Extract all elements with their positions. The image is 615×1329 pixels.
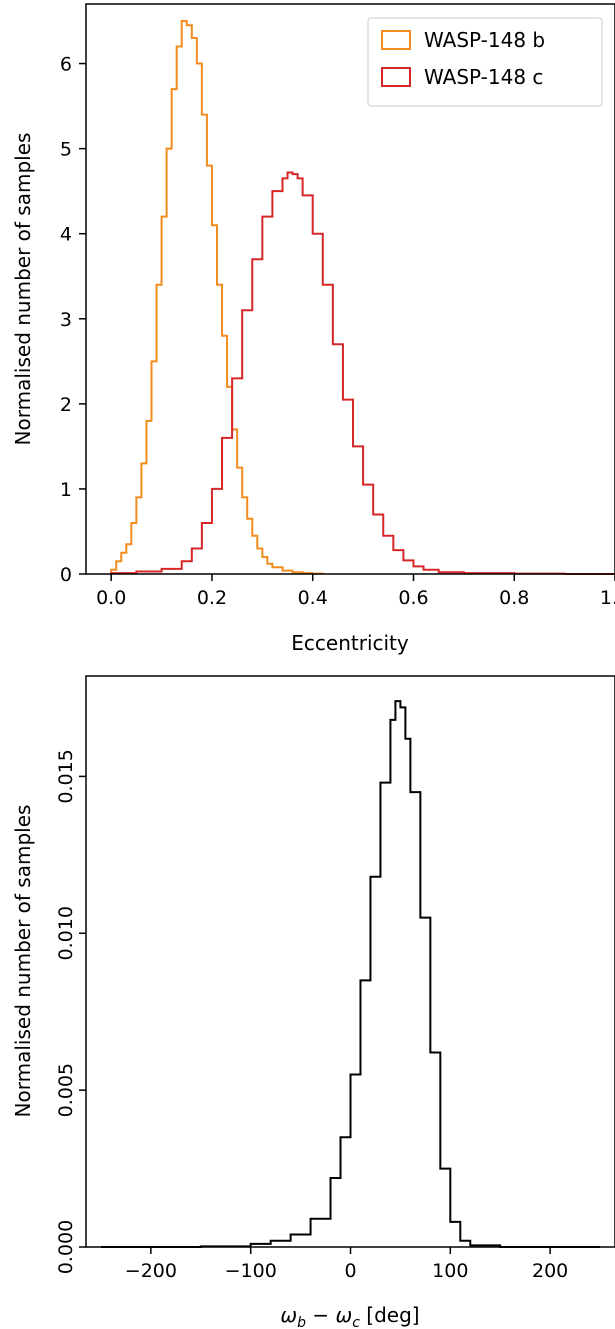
y-tick-label: 1	[60, 479, 72, 501]
y-tick-label: 0	[60, 564, 72, 586]
legend-swatch-wasp-148-c	[381, 67, 411, 87]
x-tick-label: 0	[344, 1260, 356, 1282]
eccentricity-y-axis-label: Normalised number of samples	[11, 133, 35, 446]
x-tick-label: 100	[432, 1260, 468, 1282]
legend: WASP-148 b WASP-148 c	[367, 17, 603, 107]
omega-y-axis-label: Normalised number of samples	[11, 805, 35, 1118]
x-tick-label: 0.2	[197, 587, 227, 609]
y-tick-label: 5	[60, 139, 72, 161]
y-tick-label: 0.010	[55, 906, 77, 960]
y-tick-label: 3	[60, 309, 72, 331]
legend-label-wasp-148-c: WASP-148 c	[424, 65, 543, 89]
y-tick-label: 0.015	[55, 749, 77, 803]
histogram-series-0-1	[110, 171, 615, 575]
legend-label-wasp-148-b: WASP-148 b	[424, 28, 545, 52]
x-tick-label: −100	[225, 1260, 277, 1282]
x-tick-label: 0.0	[96, 587, 126, 609]
x-tick-label: 0.8	[499, 587, 529, 609]
x-tick-label: 0.6	[398, 587, 428, 609]
x-tick-label: −200	[125, 1260, 177, 1282]
histogram-series-1-0	[100, 700, 601, 1248]
y-tick-label: 2	[60, 394, 72, 416]
y-tick-label: 4	[60, 224, 72, 246]
histogram-series-0-0	[110, 20, 324, 575]
omega-plot-frame	[85, 675, 615, 1248]
legend-swatch-wasp-148-b	[381, 30, 411, 50]
x-tick-label: 0.4	[298, 587, 328, 609]
omega-difference-panel: −200 −100 0 100 200 0.000 0.005 0.010 0.015 ωb …	[11, 675, 615, 1329]
eccentricity-plot-frame	[85, 3, 615, 575]
omega-x-axis-label: ωb − ωc [deg]	[280, 1303, 419, 1329]
eccentricity-x-axis-label: Eccentricity	[291, 631, 409, 655]
y-tick-label: 0.005	[55, 1063, 77, 1117]
y-tick-label: 0.000	[55, 1220, 77, 1274]
legend-box	[367, 17, 603, 107]
y-tick-label: 6	[60, 54, 72, 76]
x-tick-label: 1.0	[600, 587, 615, 609]
x-tick-label: 200	[532, 1260, 568, 1282]
